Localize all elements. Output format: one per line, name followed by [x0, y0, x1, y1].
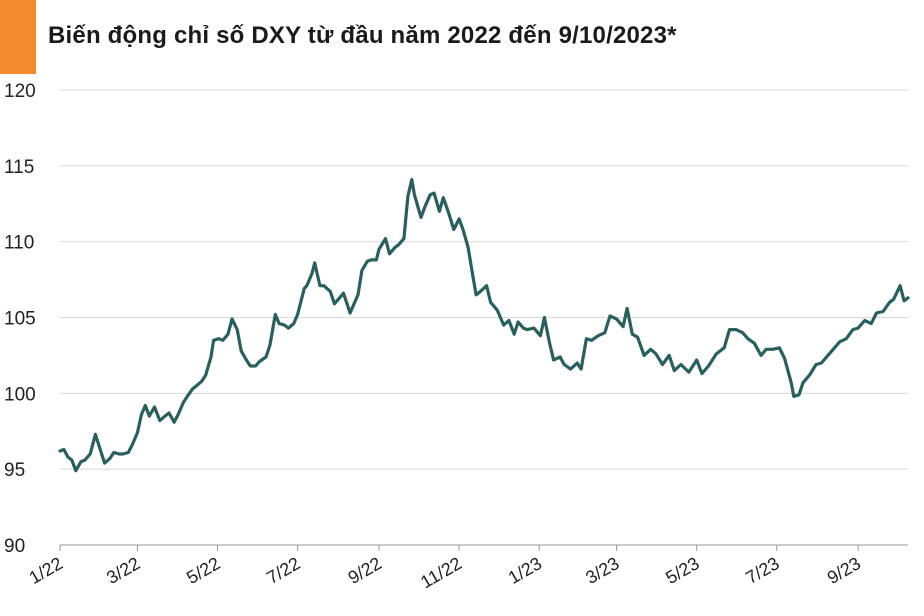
x-tick-label-10: 9/23	[824, 553, 864, 588]
x-tick-label-4: 9/22	[345, 553, 385, 588]
x-tick-label-5: 11/22	[417, 553, 465, 592]
x-tick-label-9: 7/23	[742, 553, 782, 588]
y-tick-label-100: 100	[4, 384, 36, 405]
y-tick-label-95: 95	[4, 460, 25, 481]
title-accent-bar	[0, 0, 36, 74]
chart-title: Biến động chỉ số DXY từ đầu năm 2022 đến…	[48, 22, 677, 49]
x-tick-label-3: 7/22	[263, 553, 303, 588]
x-tick-label-7: 3/23	[582, 553, 622, 588]
y-tick-label-115: 115	[4, 157, 34, 178]
y-tick-label-110: 110	[4, 233, 34, 254]
y-axis-labels: 90 95 100 105 110 115 120	[4, 81, 36, 557]
x-tick-label-2: 5/22	[183, 553, 223, 588]
series-layer	[58, 177, 910, 473]
x-axis	[59, 545, 859, 551]
x-tick-label-0: 1/22	[26, 553, 66, 588]
y-tick-label-105: 105	[4, 309, 36, 330]
x-tick-label-1: 3/22	[103, 553, 143, 588]
y-tick-label-90: 90	[4, 536, 25, 557]
y-tick-label-120: 120	[4, 81, 36, 102]
dxy-series-line	[58, 177, 910, 473]
x-axis-labels: 1/22 3/22 5/22 7/22 9/22 11/22 1/23 3/23 5/23 7/2…	[26, 553, 864, 592]
x-tick-label-8: 5/23	[662, 553, 702, 588]
gridlines	[60, 89, 908, 546]
x-tick-label-6: 1/23	[505, 553, 545, 588]
